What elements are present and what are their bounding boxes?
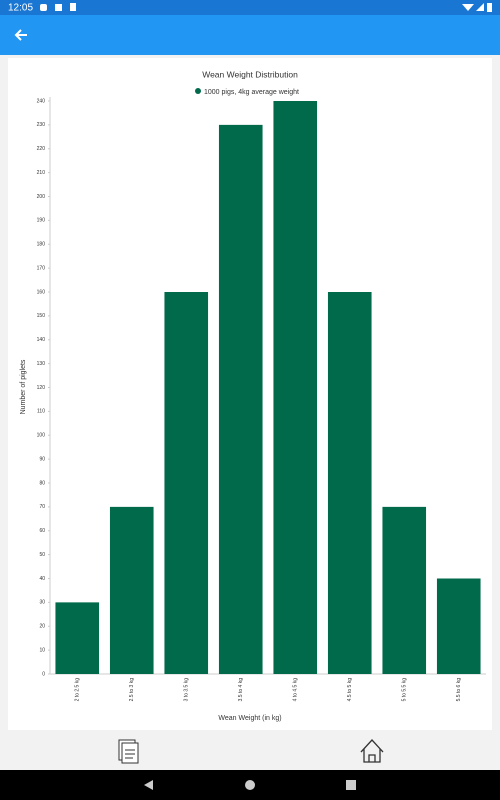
y-tick-label: 120 <box>37 385 46 391</box>
y-tick-label: 230 <box>37 122 46 128</box>
back-button[interactable] <box>14 29 27 41</box>
y-tick-label: 160 <box>37 289 46 295</box>
y-tick-label: 20 <box>39 624 45 630</box>
y-tick-label: 70 <box>39 504 45 510</box>
legend-marker <box>195 88 201 94</box>
y-tick-label: 50 <box>39 552 45 558</box>
y-axis-label: Number of piglets <box>20 359 27 414</box>
nav-recents[interactable] <box>346 780 356 790</box>
bar <box>218 124 263 674</box>
chart: Wean Weight Distribution Wean Weight (in… <box>20 69 486 722</box>
legend-label: 1000 pigs, 4kg average weight <box>204 89 299 96</box>
y-tick-label: 110 <box>37 409 45 415</box>
y-tick-label: 200 <box>37 194 46 200</box>
bar <box>273 101 318 674</box>
x-tick-label: 4.5 to 5 kg <box>347 678 353 702</box>
status-bar <box>0 0 500 15</box>
y-tick-label: 0 <box>42 671 45 677</box>
y-tick-label: 100 <box>37 433 46 439</box>
y-tick-label: 60 <box>39 528 45 534</box>
bar <box>164 292 209 674</box>
nav-home[interactable] <box>245 780 255 790</box>
y-tick-label: 190 <box>37 218 46 224</box>
x-tick-label: 3 to 3.5 kg <box>184 678 190 702</box>
x-tick-label: 5.5 to 6 kg <box>456 678 462 702</box>
x-tick-label: 5 to 5.5 kg <box>402 678 408 702</box>
y-tick-label: 150 <box>37 313 46 319</box>
status-time: 12:05 <box>8 3 33 14</box>
y-tick-label: 90 <box>39 456 45 462</box>
y-tick-label: 10 <box>39 647 45 653</box>
y-tick-label: 30 <box>39 600 45 606</box>
x-tick-label: 2.5 to 3 kg <box>129 678 135 702</box>
x-tick-label: 2 to 2.5 kg <box>75 678 81 702</box>
x-tick-label: 3.5 to 4 kg <box>238 678 244 702</box>
bar <box>327 292 372 674</box>
y-tick-label: 210 <box>37 170 46 176</box>
y-tick-label: 220 <box>37 146 46 152</box>
y-tick-label: 80 <box>39 480 45 486</box>
y-tick-label: 140 <box>37 337 46 343</box>
y-tick-label: 170 <box>37 265 46 271</box>
y-tick-label: 40 <box>39 576 45 582</box>
nav-back[interactable] <box>144 780 153 790</box>
bar <box>109 506 154 674</box>
status-icons <box>40 3 492 12</box>
x-axis-label: Wean Weight (in kg) <box>218 715 281 722</box>
y-tick-label: 130 <box>37 361 46 367</box>
x-tick-label: 4 to 4.5 kg <box>293 678 299 702</box>
y-tick-label: 180 <box>37 242 46 248</box>
bar <box>382 506 427 674</box>
app-bar <box>0 15 500 55</box>
pdf-button[interactable] <box>118 739 139 764</box>
chart-title: Wean Weight Distribution <box>202 69 298 79</box>
y-tick-label: 240 <box>37 98 46 104</box>
home-button[interactable] <box>360 739 384 763</box>
bar <box>55 602 100 674</box>
bar <box>436 578 481 674</box>
